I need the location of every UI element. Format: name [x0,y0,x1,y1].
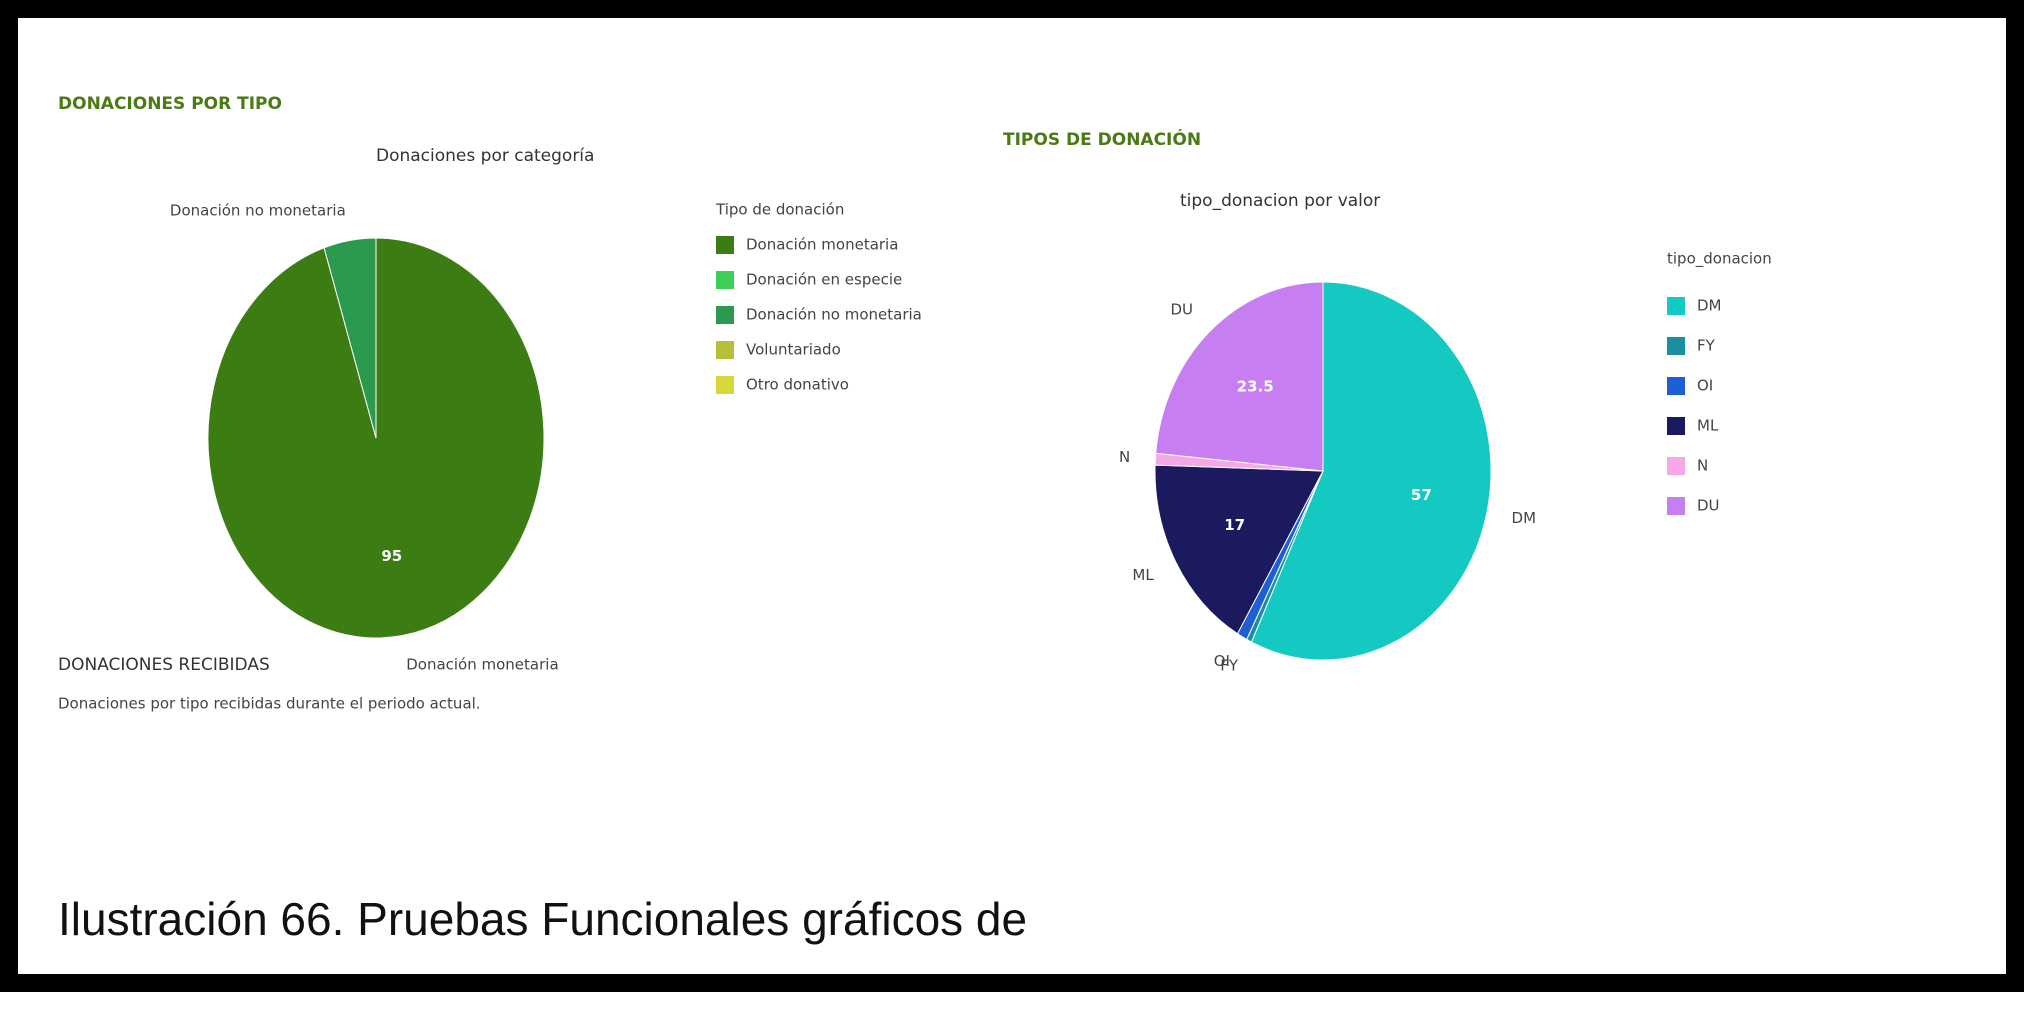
legend-label: Donación monetaria [746,236,898,254]
pie-slice [1250,281,1492,661]
slice-label: FY [1220,657,1239,675]
legend-label: Donación no monetaria [746,306,922,324]
chart-title: tipo_donacion por valor [1180,191,1380,211]
legend-swatch [1667,297,1685,315]
legend-label: OI [1697,377,1713,395]
data-label: 57 [1411,486,1432,504]
data-label: 23.5 [1237,378,1274,396]
legend-swatch [716,306,734,324]
legend-title: Tipo de donación [715,201,844,219]
slice-label: Donación monetaria [406,656,558,674]
legend-swatch [716,376,734,394]
legend-swatch [1667,377,1685,395]
chart-title: Donaciones por categoría [376,146,594,166]
legend-label: Otro donativo [746,376,849,394]
slice-label: DU [1170,301,1193,319]
legend-swatch [716,236,734,254]
caption: Ilustración 66. Pruebas Funcionales gráf… [58,893,1027,945]
slice-label: OI [1214,652,1230,670]
legend-label: Donación en especie [746,271,902,289]
legend-label: DM [1697,297,1722,315]
footer-title: DONACIONES RECIBIDAS [58,655,270,675]
legend-label: ML [1697,417,1719,435]
legend-swatch [716,271,734,289]
data-label: 17 [1224,516,1245,534]
legend-swatch [1667,497,1685,515]
legend-label: N [1697,457,1708,475]
legend-label: FY [1697,337,1716,355]
section-title: TIPOS DE DONACIÓN [1003,128,1201,150]
slice-label: Donación no monetaria [170,201,346,219]
pie-slice [1154,464,1324,635]
legend-label: Voluntariado [746,341,841,359]
slice-label: N [1119,448,1130,466]
pie-slice [1155,281,1324,472]
slice-label: ML [1132,566,1154,584]
slice-label: DM [1512,509,1537,527]
section-title: DONACIONES POR TIPO [58,94,282,114]
footer-text: Donaciones por tipo recibidas durante el… [58,695,481,713]
legend-swatch [1667,417,1685,435]
legend-swatch [1667,457,1685,475]
data-label: 95 [381,547,402,565]
legend-title: tipo_donacion [1667,250,1772,269]
legend-label: DU [1697,497,1720,515]
pie-slice [323,237,377,439]
legend-swatch [716,341,734,359]
legend-swatch [1667,337,1685,355]
